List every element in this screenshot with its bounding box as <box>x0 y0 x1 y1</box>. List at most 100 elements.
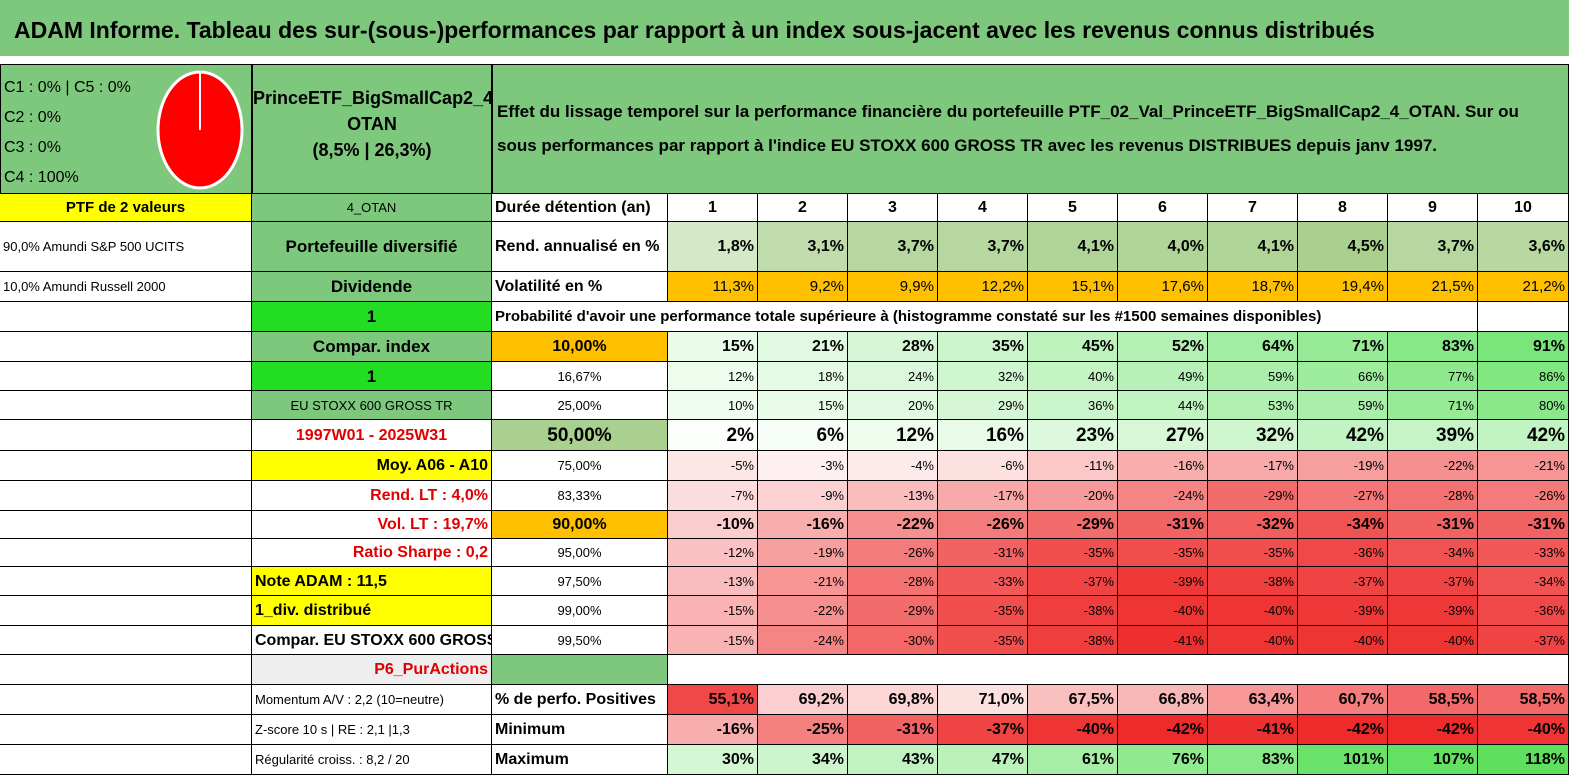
quantile-value: -38% <box>1028 626 1118 655</box>
volatility-value: 9,2% <box>758 272 848 302</box>
year-header: 1 <box>668 194 758 222</box>
legend-entry: C2 : 0% <box>4 109 61 126</box>
stats-label: Maximum <box>492 745 668 775</box>
empty-cell <box>668 655 1569 685</box>
average-label: Moy. A06 - A10 <box>252 451 492 481</box>
index-name-label: EU STOXX 600 GROSS TR <box>252 391 492 420</box>
stats-value: -42% <box>1388 715 1478 745</box>
quantile-value: 35% <box>938 332 1028 362</box>
quantile-value: 10% <box>668 391 758 420</box>
annual-return-value: 4,1% <box>1208 222 1298 272</box>
quantile-value: -39% <box>1388 596 1478 626</box>
quantile-value: 59% <box>1208 362 1298 391</box>
period-label: 1997W01 - 2025W31 <box>252 420 492 451</box>
quantile-value: -24% <box>1118 481 1208 511</box>
quantile-value: 71% <box>1388 391 1478 420</box>
stats-value: 43% <box>848 745 938 775</box>
quantile-value: -6% <box>938 451 1028 481</box>
holding-row <box>0 420 252 451</box>
quantile-value: -40% <box>1208 626 1298 655</box>
quantile-value: -7% <box>668 481 758 511</box>
stats-value: 101% <box>1298 745 1388 775</box>
stats-value: 76% <box>1118 745 1208 775</box>
annual-return-value: 4,0% <box>1118 222 1208 272</box>
stats-value: -16% <box>668 715 758 745</box>
quantile-value: -26% <box>848 539 938 567</box>
quantile-value: -10% <box>668 511 758 539</box>
quantile-value: 2% <box>668 420 758 451</box>
quantile-value: -29% <box>848 596 938 626</box>
quantile-label: 50,00% <box>492 420 668 451</box>
quantile-value: 77% <box>1388 362 1478 391</box>
holding-duration-label: Durée détention (an) <box>492 194 668 222</box>
quantile-label: 95,00% <box>492 539 668 567</box>
quantile-value: 32% <box>938 362 1028 391</box>
quantile-value: 52% <box>1118 332 1208 362</box>
quantile-value: 39% <box>1388 420 1478 451</box>
quantile-value: 29% <box>938 391 1028 420</box>
stats-value: 63,4% <box>1208 685 1298 715</box>
quantile-value: -15% <box>668 626 758 655</box>
empty-cell <box>492 655 668 685</box>
holding-row <box>0 391 252 420</box>
quantile-value: -28% <box>1388 481 1478 511</box>
quantile-value: 23% <box>1028 420 1118 451</box>
stats-value: 118% <box>1478 745 1569 775</box>
stats-value: -41% <box>1208 715 1298 745</box>
quantile-value: 12% <box>668 362 758 391</box>
holding-row <box>0 567 252 596</box>
long-term-return: Rend. LT : 4,0% <box>252 481 492 511</box>
quantile-label: 99,00% <box>492 596 668 626</box>
legend-entry: C4 : 100% <box>4 169 79 186</box>
quantile-value: -22% <box>758 596 848 626</box>
quantile-value: 32% <box>1208 420 1298 451</box>
annual-return-value: 3,7% <box>848 222 938 272</box>
quantile-value: -26% <box>1478 481 1569 511</box>
volatility-value: 18,7% <box>1208 272 1298 302</box>
stats-value: 61% <box>1028 745 1118 775</box>
holding-row <box>0 511 252 539</box>
holding-row <box>0 362 252 391</box>
holding-row <box>0 481 252 511</box>
year-header: 4 <box>938 194 1028 222</box>
quantile-label: 25,00% <box>492 391 668 420</box>
quantile-value: -31% <box>1478 511 1569 539</box>
holding-row <box>0 302 252 332</box>
ticker-label: 4_OTAN <box>252 194 492 222</box>
quantile-value: -21% <box>758 567 848 596</box>
holding-row <box>0 596 252 626</box>
quantile-value: -19% <box>758 539 848 567</box>
annual-return-value: 3,7% <box>1388 222 1478 272</box>
quantile-value: -31% <box>938 539 1028 567</box>
quantile-value: -12% <box>668 539 758 567</box>
quantile-value: -13% <box>848 481 938 511</box>
stats-value: -31% <box>848 715 938 745</box>
stats-value: -25% <box>758 715 848 745</box>
volatility-label: Volatilité en % <box>492 272 668 302</box>
stats-label: Minimum <box>492 715 668 745</box>
stats-value: 69,8% <box>848 685 938 715</box>
quantile-value: 71% <box>1298 332 1388 362</box>
quantile-value: -37% <box>1388 567 1478 596</box>
empty-cell <box>1478 302 1569 332</box>
quantile-value: 42% <box>1478 420 1569 451</box>
year-header: 10 <box>1478 194 1569 222</box>
holding-row <box>0 715 252 745</box>
quantile-value: -38% <box>1028 596 1118 626</box>
quantile-value: -35% <box>938 596 1028 626</box>
selector-value: 1 <box>252 362 492 391</box>
quantile-value: -17% <box>938 481 1028 511</box>
probability-heading: Probabilité d'avoir une performance tota… <box>492 302 1478 332</box>
year-header: 7 <box>1208 194 1298 222</box>
quantile-value: -3% <box>758 451 848 481</box>
compare-index-label: Compar. index <box>252 332 492 362</box>
quantile-value: 40% <box>1028 362 1118 391</box>
quantile-value: 91% <box>1478 332 1569 362</box>
annual-return-label: Rend. annualisé en % <box>492 222 668 272</box>
stats-value: 69,2% <box>758 685 848 715</box>
year-header: 9 <box>1388 194 1478 222</box>
quantile-value: -34% <box>1298 511 1388 539</box>
quantile-label: 10,00% <box>492 332 668 362</box>
holding-row: 90,0% Amundi S&P 500 UCITS <box>0 222 252 272</box>
quantile-value: -22% <box>1388 451 1478 481</box>
